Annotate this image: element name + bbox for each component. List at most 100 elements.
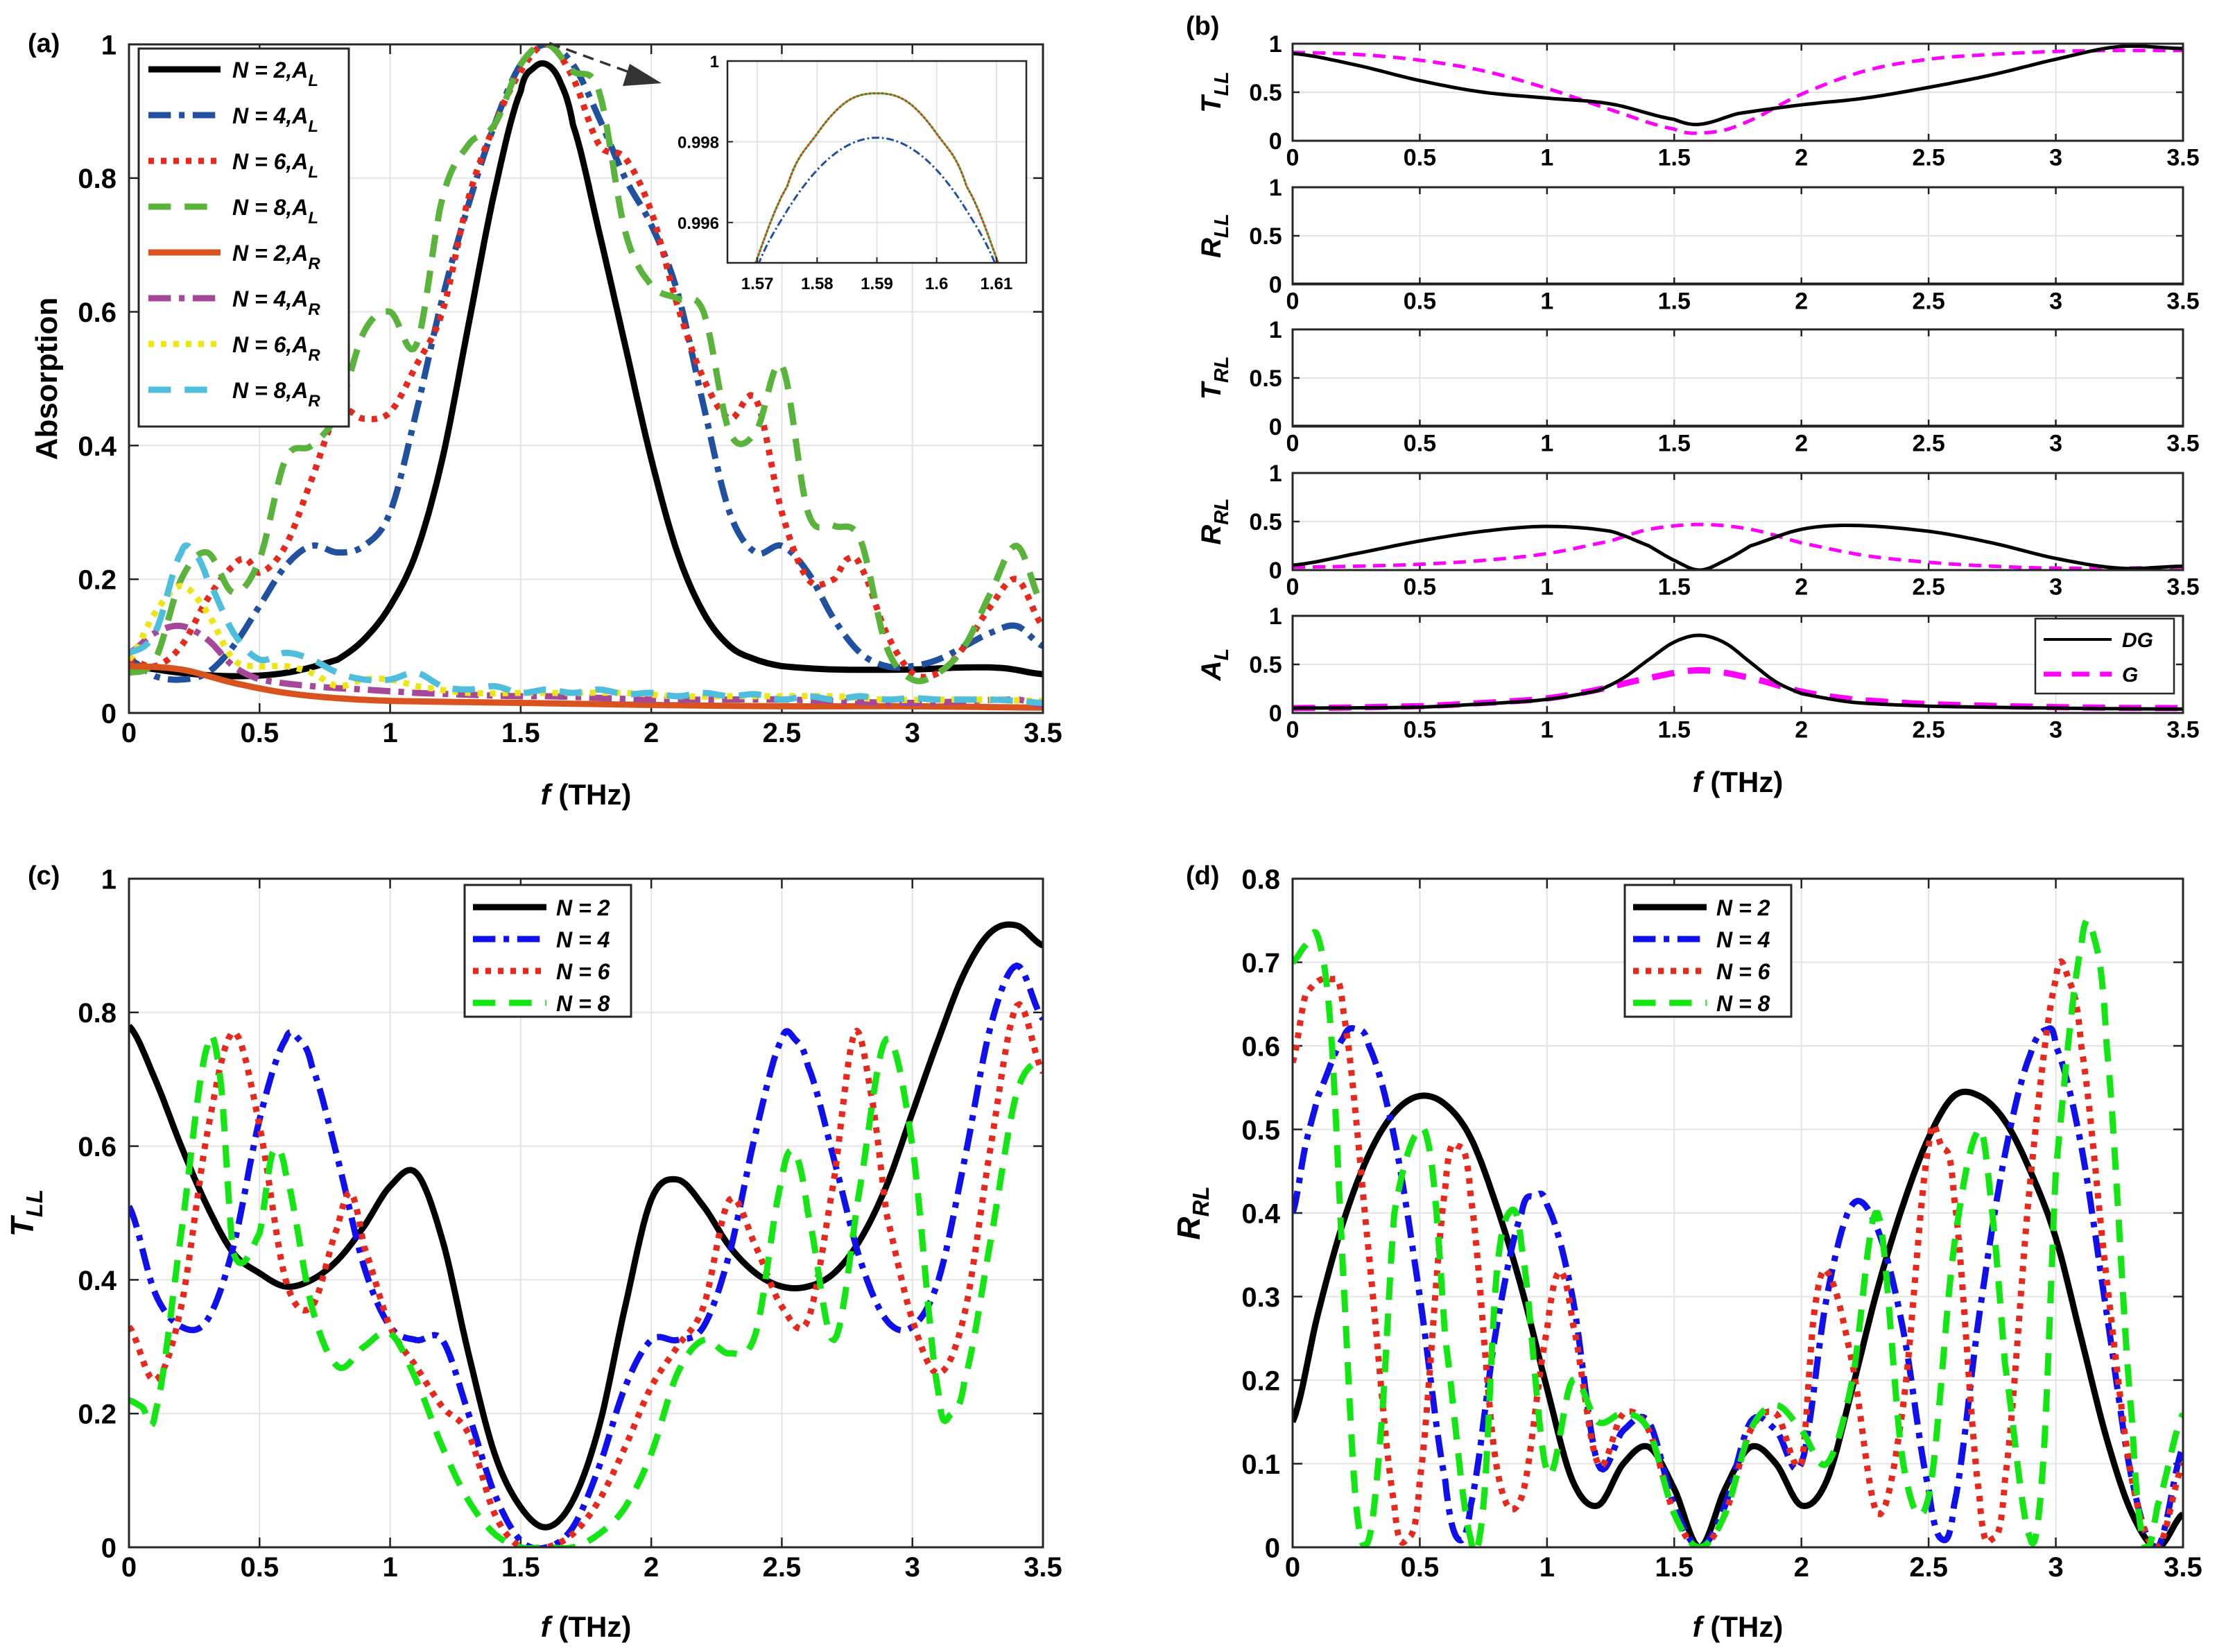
x-tick-label: 2 — [1795, 431, 1808, 457]
x-axis-label-unit: (THz) — [1702, 1610, 1784, 1643]
y-tick-label: 0.5 — [1249, 223, 1282, 250]
x-axis-label-var: f — [541, 778, 553, 811]
y-tick-label: 1 — [1269, 603, 1282, 630]
series-line — [1293, 49, 2183, 135]
legend-box — [2034, 617, 2175, 695]
legend-label-sub: R — [308, 392, 320, 411]
legend-label: N = 4 — [556, 927, 610, 952]
inset-x-tick-label: 1.58 — [801, 275, 834, 293]
x-tick-label: 3.5 — [1024, 1552, 1062, 1583]
panel-label: (b) — [1186, 12, 1220, 41]
x-axis-label-unit: (THz) — [551, 1610, 632, 1643]
x-tick-label: 3 — [2049, 145, 2062, 171]
y-tick-label: 0.2 — [78, 565, 117, 596]
x-tick-label: 2 — [644, 718, 659, 748]
y-axis-label-main: R — [1196, 525, 1227, 545]
zoom-arrow-line — [549, 42, 637, 76]
x-tick-label: 3.5 — [1024, 718, 1062, 748]
panel-label: (d) — [1186, 861, 1220, 890]
legend-label-main: N = 4,A — [232, 286, 308, 311]
x-tick-label: 3 — [905, 718, 920, 748]
y-tick-label: 0.5 — [1249, 509, 1282, 535]
legend-label-sub: L — [308, 117, 318, 136]
x-tick-label: 1.5 — [1658, 145, 1691, 171]
x-tick-label: 1 — [1540, 717, 1553, 743]
axes-box — [1291, 328, 2184, 428]
y-axis-label-sub: RL — [1189, 1186, 1214, 1216]
y-axis-label-sub: LL — [1211, 214, 1233, 238]
y-tick-label: 0 — [101, 1533, 117, 1563]
x-tick-label: 1 — [1540, 574, 1553, 601]
x-tick-label: 1.5 — [1658, 717, 1691, 743]
series-line — [1293, 44, 2183, 126]
x-axis-label: f (THz) — [541, 1610, 632, 1643]
y-tick-label: 1 — [101, 864, 117, 895]
x-tick-label: 1 — [1539, 1552, 1555, 1583]
panel-d: 0 0.5 1 1.5 2 2.5 3 3.5 0 0.1 0.2 0.3 0.4 0.5 0.6 0.7 0.… — [1171, 861, 2202, 1643]
y-axis-label-main: T — [1196, 380, 1227, 399]
inset-x-tick-label: 1.61 — [981, 275, 1013, 293]
legend-label-main: N = 2,A — [232, 58, 308, 83]
legend-label-sub: R — [308, 300, 320, 319]
legend: N = 2,ALN = 4,ALN = 6,ALN = 8,ALN = 2,AR… — [137, 47, 350, 428]
x-tick-label: 0 — [1286, 574, 1300, 601]
y-tick-label: 0.3 — [1241, 1282, 1280, 1313]
legend-label-main: N = 6,A — [232, 332, 308, 357]
y-tick-label: 0.6 — [78, 1132, 117, 1162]
panel-a: 0 0.5 1 1.5 2 2.5 3 3.5 0 0.2 0.4 0.6 0.8 1 (a) f (THz)… — [28, 29, 1062, 811]
legend-label: N = 8,AL — [232, 195, 318, 227]
x-tick-label: 1.5 — [1658, 574, 1691, 601]
x-tick-label: 3 — [2048, 1552, 2063, 1583]
y-tick-label: 1 — [1269, 175, 1282, 201]
legend-label: N = 6,AL — [232, 149, 318, 182]
y-tick-label: 1 — [1269, 31, 1282, 58]
x-tick-label: 0.5 — [1404, 717, 1436, 743]
y-tick-label: 0.8 — [78, 998, 117, 1029]
legend: DG G — [2034, 617, 2175, 695]
series-group — [129, 44, 1043, 711]
y-tick-label: 0 — [1269, 272, 1282, 298]
x-tick-label: 0 — [1286, 717, 1300, 743]
x-tick-label: 2.5 — [1913, 145, 1945, 171]
legend-label: N = 8 — [556, 991, 610, 1016]
y-tick-label: 0.2 — [78, 1400, 117, 1430]
y-tick-label: 0.5 — [1249, 652, 1282, 678]
x-tick-label: 3.5 — [2164, 1552, 2202, 1583]
y-tick-label: 0 — [101, 698, 117, 729]
legend-label: N = 4,AR — [232, 286, 320, 319]
y-axis-label: TLL — [4, 1189, 48, 1237]
series-group — [1293, 633, 2183, 712]
legend-label-sub: R — [308, 255, 320, 273]
x-tick-label: 1.5 — [501, 718, 540, 748]
x-tick-label: 3 — [905, 1552, 920, 1583]
y-axis-label-main: T — [4, 1214, 40, 1237]
y-axis-label-sub: LL — [1211, 71, 1233, 96]
series-line — [129, 921, 1043, 1531]
y-axis-label: Absorption — [30, 298, 64, 461]
axes-box — [1291, 614, 2184, 714]
y-axis-label: RRL — [1196, 498, 1233, 544]
y-tick-label: 0.6 — [78, 298, 117, 328]
x-tick-label: 0 — [1285, 1552, 1300, 1583]
x-axis-label: f (THz) — [1693, 1610, 1784, 1643]
inset-x-tick-label: 1.57 — [741, 275, 774, 293]
legend-label: N = 6 — [1716, 959, 1770, 984]
y-tick-label: 0.5 — [1249, 365, 1282, 392]
x-tick-label: 2.5 — [1913, 574, 1945, 601]
x-tick-label: 0.5 — [1404, 289, 1436, 315]
legend-label: N = 2 — [556, 895, 610, 920]
y-tick-label: 1 — [1269, 317, 1282, 343]
legend-box — [137, 47, 350, 428]
y-axis-label-sub: RL — [1211, 498, 1233, 524]
legend-label-sub: R — [308, 346, 320, 365]
x-tick-label: 1 — [382, 1552, 397, 1583]
series-group — [1293, 44, 2183, 135]
zoom-arrow-head — [623, 64, 662, 86]
series-line — [1293, 524, 2183, 570]
x-tick-label: 3 — [2049, 289, 2062, 315]
x-tick-label: 2.5 — [1913, 289, 1945, 315]
series-line — [1293, 666, 2183, 712]
inset: 1.57 1.58 1.59 1.6 1.61 0.996 0.998 1 — [678, 53, 1028, 293]
